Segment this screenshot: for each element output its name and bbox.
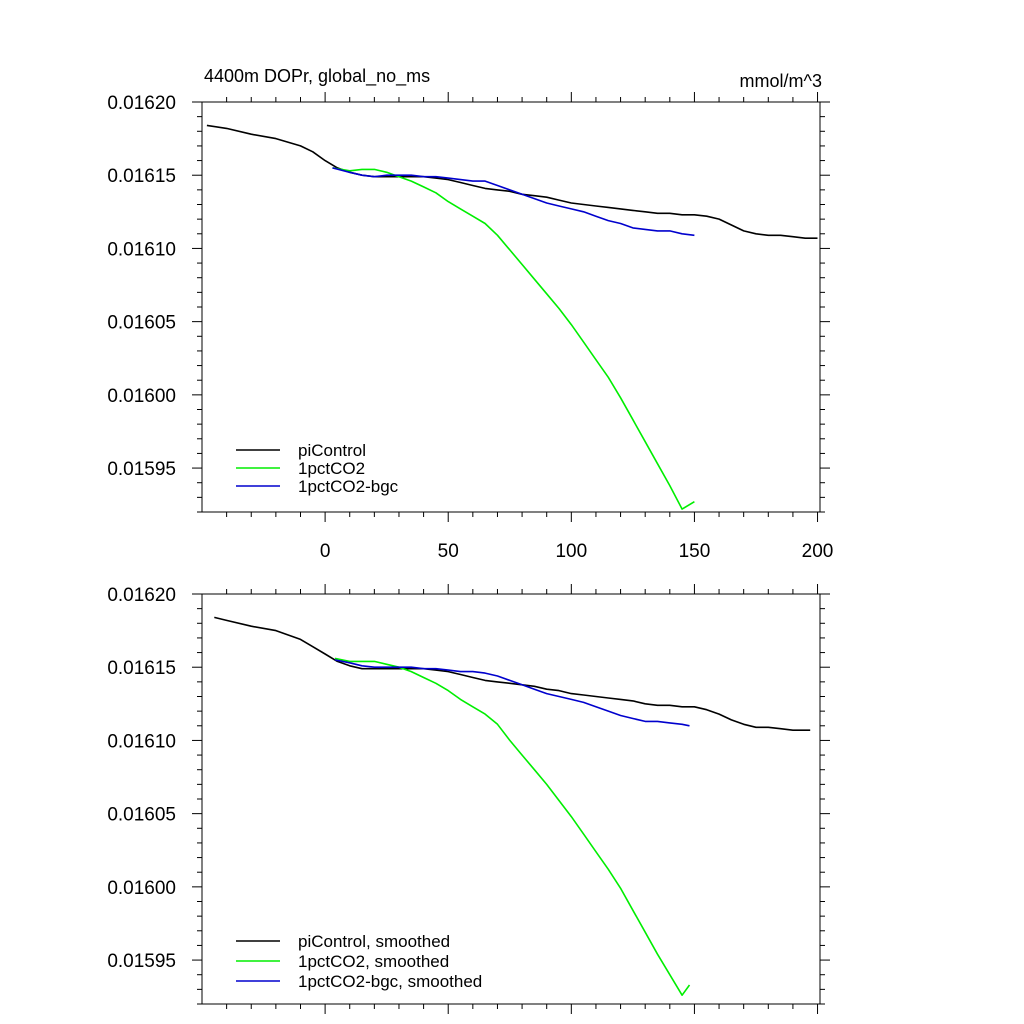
legend-label: piControl, smoothed — [298, 932, 450, 951]
y-tick-label: 0.01600 — [107, 386, 176, 407]
bottom-panel: 0.01620 0.01615 0.01610 0.01605 0.01600 0.015… — [107, 584, 830, 1014]
y-tick-label: 0.01595 — [107, 951, 176, 972]
x-tick-label: 100 — [555, 541, 587, 562]
y-tick-label: 0.01605 — [107, 805, 176, 826]
series-line — [332, 167, 695, 237]
x-tick-label: 0 — [320, 541, 331, 562]
y-tick-label: 0.01615 — [107, 658, 176, 679]
x-tick-label: 200 — [802, 541, 834, 562]
y-tick-label: 0.01605 — [107, 313, 176, 334]
y-tick-label: 0.01600 — [107, 878, 176, 899]
y-tick-label: 0.01615 — [107, 166, 176, 187]
series-line — [334, 659, 690, 727]
legend-label: 1pctCO2 — [298, 459, 365, 478]
y-tick-label: 0.01620 — [107, 585, 176, 606]
y-tick-label: 0.01610 — [107, 239, 176, 260]
y-tick-label: 0.01595 — [107, 459, 176, 480]
x-tick-label: 50 — [438, 541, 459, 562]
y-tick-label: 0.01620 — [107, 93, 176, 114]
figure-title-left: 4400m DOPr, global_no_ms — [204, 66, 430, 87]
legend-label: piControl — [298, 441, 366, 460]
legend-label: 1pctCO2, smoothed — [298, 952, 449, 971]
legend-label: 1pctCO2-bgc — [298, 477, 399, 496]
figure-title-right: mmol/m^3 — [740, 71, 822, 91]
y-tick-label: 0.01610 — [107, 731, 176, 752]
top-panel: 0 50 100 150 200 0.01620 0.01615 0.01610 0.01605… — [107, 92, 833, 562]
legend-label: 1pctCO2-bgc, smoothed — [298, 972, 482, 991]
x-tick-label: 150 — [679, 541, 711, 562]
series-line — [214, 616, 811, 731]
